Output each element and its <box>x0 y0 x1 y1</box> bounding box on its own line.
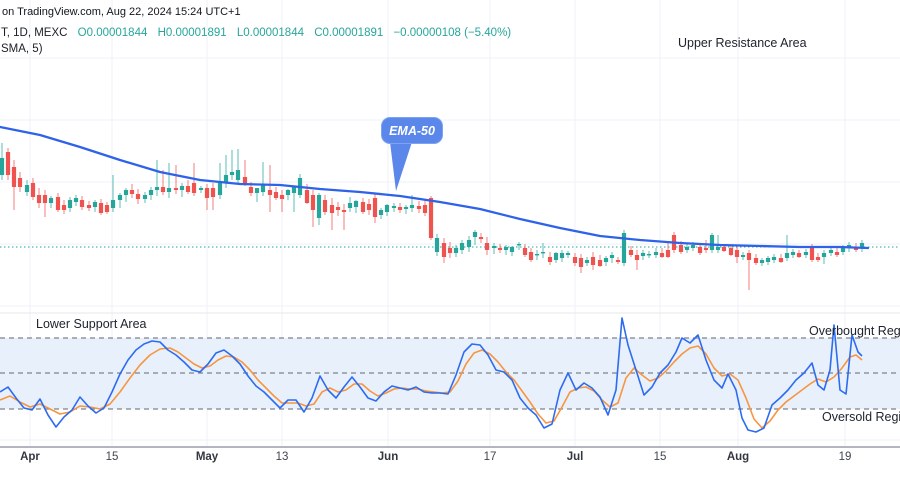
symbol-info[interactable]: T, 1D, MEXC <box>1 27 68 39</box>
x-axis-label: May <box>195 451 219 463</box>
ema-50-callout[interactable]: EMA-50 <box>381 117 443 144</box>
x-axis-label: Aug <box>726 451 750 463</box>
x-axis-label: 15 <box>105 451 119 463</box>
ohlc-high: H0.00001891 <box>157 27 227 39</box>
ohlc-open: O0.00001844 <box>77 27 148 39</box>
x-axis-label: 15 <box>653 451 667 463</box>
symbol-legend[interactable]: T, 1D, MEXC O0.00001844 H0.00001891 L0.0… <box>1 27 518 39</box>
x-axis-label: Jun <box>377 451 399 463</box>
x-axis-label: Apr <box>20 451 40 463</box>
ohlc-close: C0.00001891 <box>314 27 384 39</box>
oversold-region-label[interactable]: Oversold Region <box>822 410 900 424</box>
indicator-legend[interactable]: SMA, 5) <box>1 43 43 55</box>
x-axis[interactable]: Apr 15 May 13 Jun 17 Jul 15 Aug 19 <box>0 451 900 469</box>
x-axis-label: 17 <box>483 451 497 463</box>
x-axis-label: 13 <box>275 451 289 463</box>
ema-50-callout-label: EMA-50 <box>389 123 435 138</box>
attribution-text: on TradingView.com, Aug 22, 2024 15:24 U… <box>2 6 241 18</box>
ohlc-low: L0.00001844 <box>236 27 304 39</box>
change-value: −0.00000108 (−5.40%) <box>393 27 512 39</box>
x-axis-label: 19 <box>838 451 852 463</box>
x-axis-label: Jul <box>566 451 584 463</box>
overbought-region-label[interactable]: Overbought Region <box>809 324 900 338</box>
lower-support-label[interactable]: Lower Support Area <box>36 317 147 331</box>
upper-resistance-label[interactable]: Upper Resistance Area <box>678 36 807 50</box>
